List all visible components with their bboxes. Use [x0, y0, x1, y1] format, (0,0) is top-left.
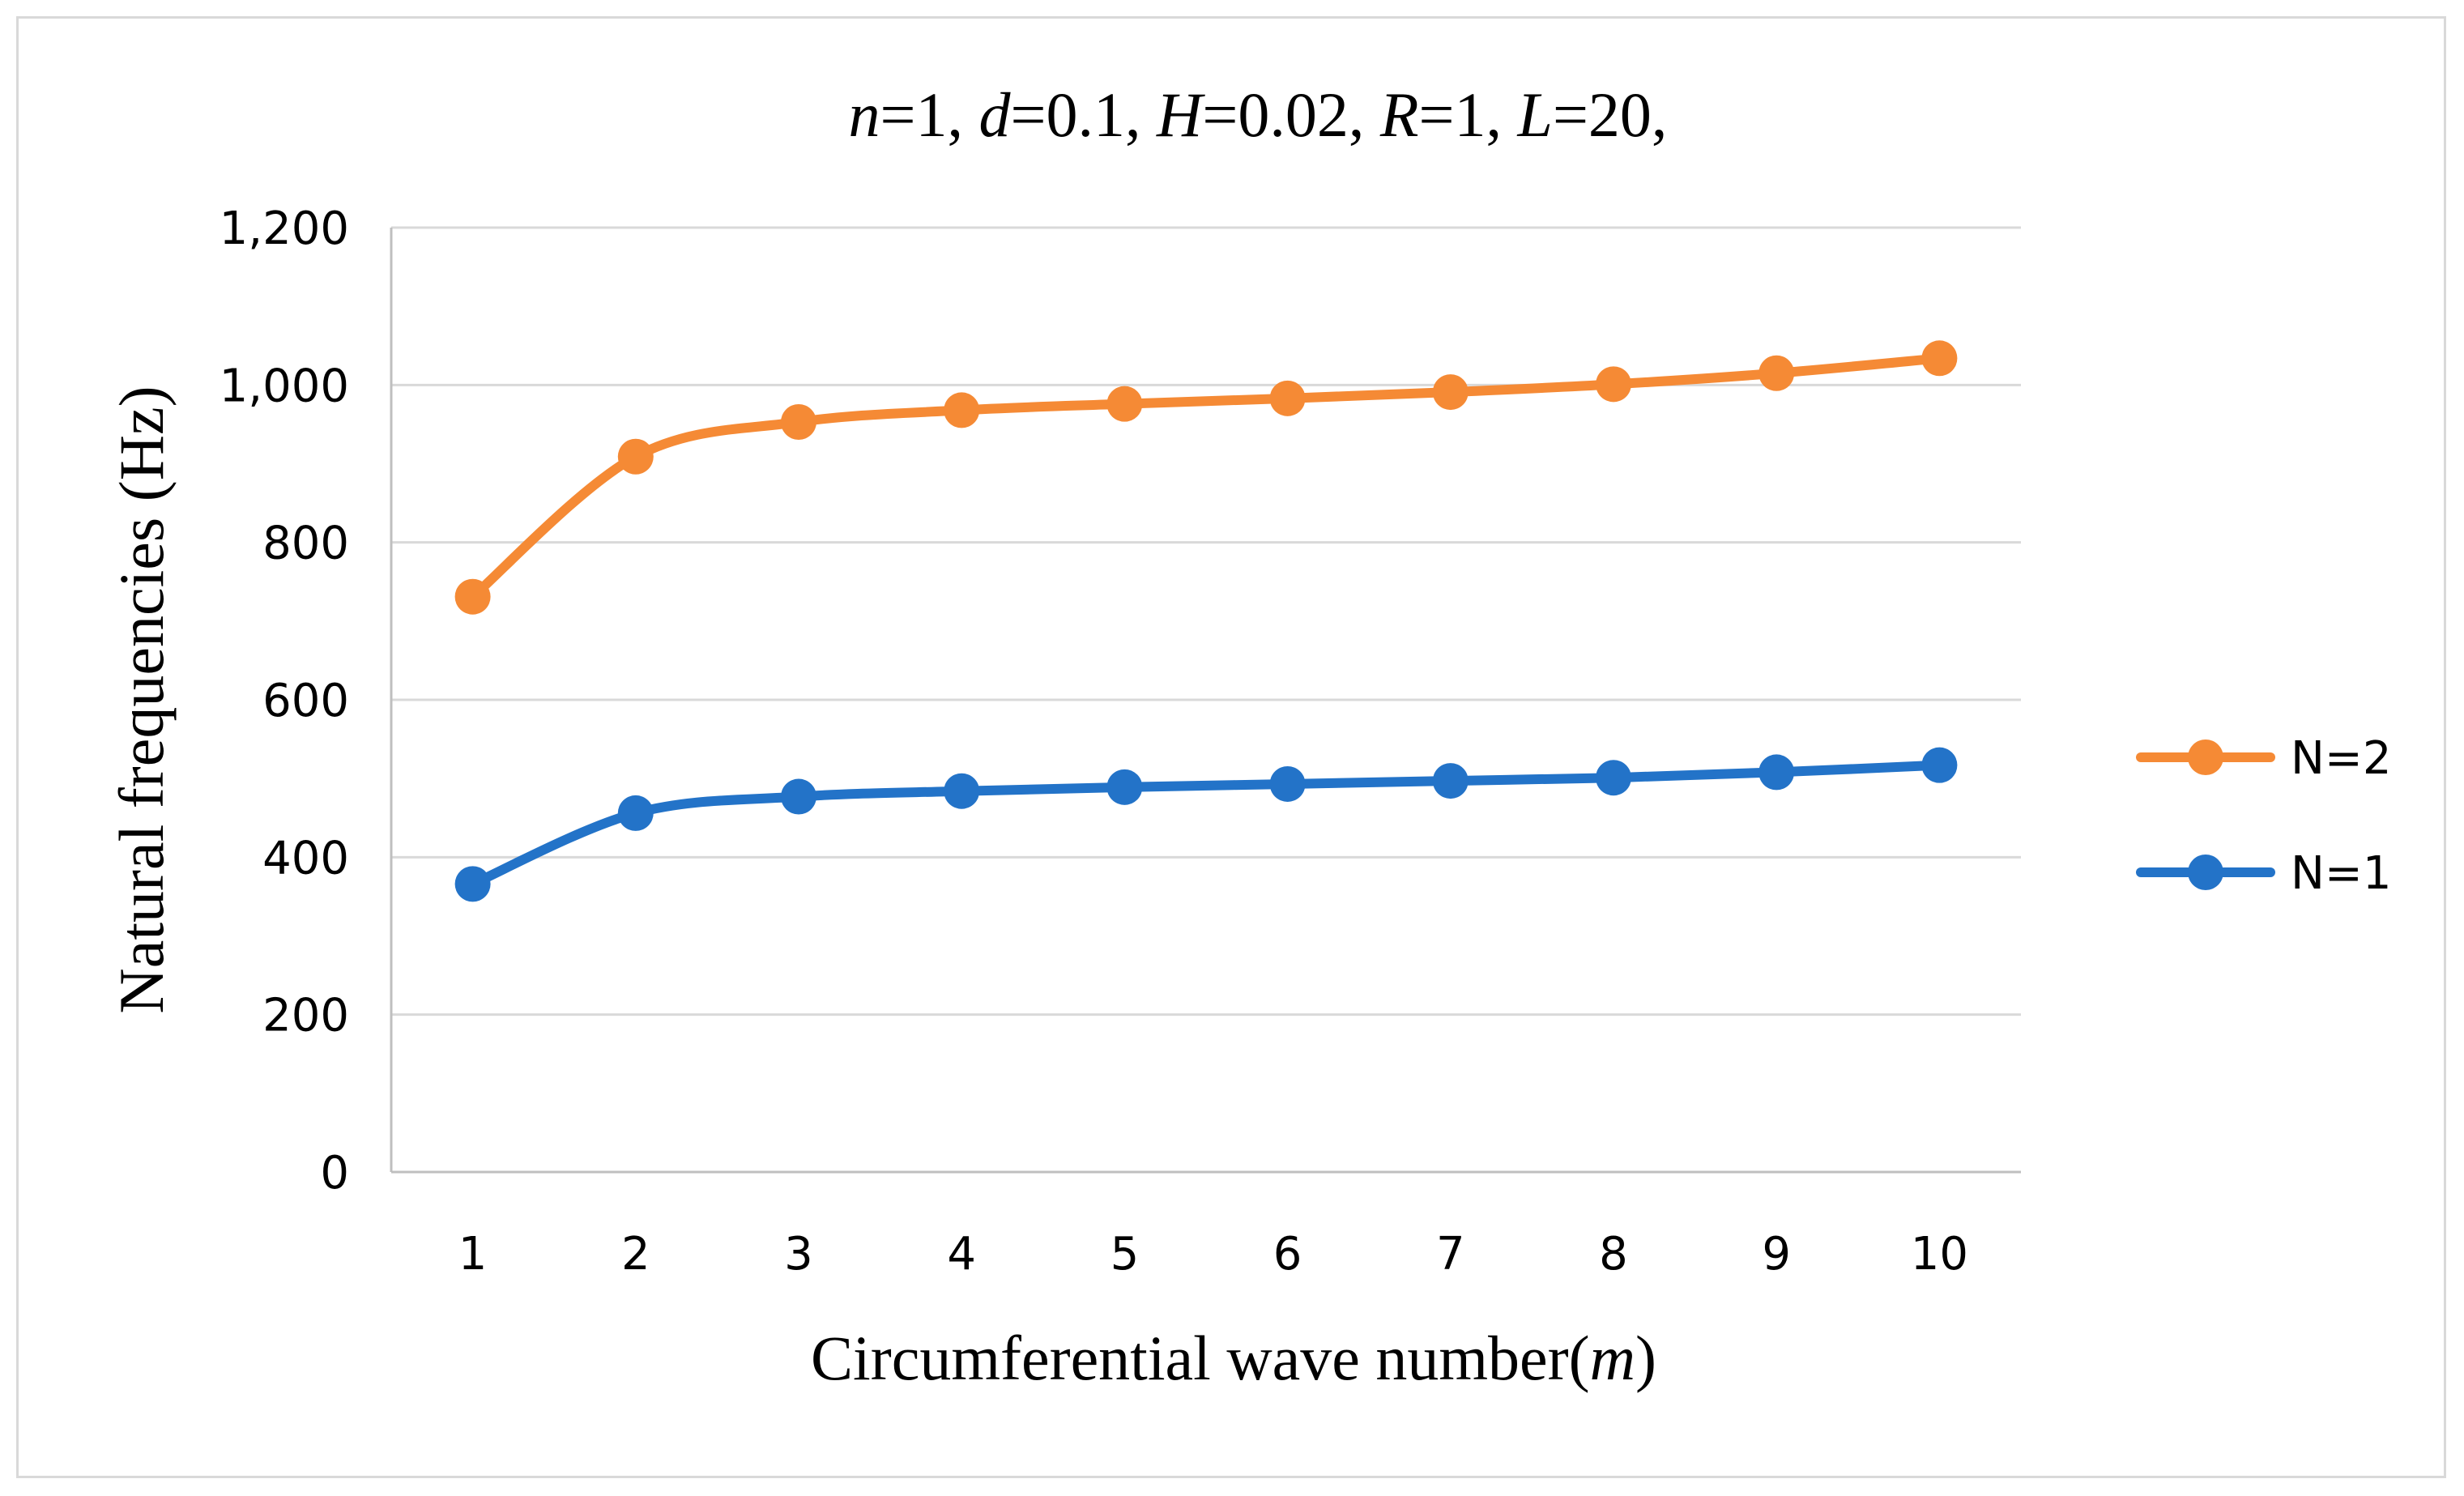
data-point: [1921, 340, 1958, 377]
data-point: [944, 773, 980, 809]
data-point: [781, 778, 816, 815]
data-point: [944, 392, 980, 428]
data-point: [1269, 380, 1306, 416]
x-tick-label: 9: [1762, 1228, 1791, 1281]
chart-title: n=1, d=0.1, H=0.02, R=1, L=20,: [849, 79, 1668, 150]
x-axis-label-part: m: [1590, 1323, 1635, 1393]
chart-title-part: =20,: [1553, 79, 1668, 150]
data-point: [781, 404, 816, 441]
chart-title-part: =0.1,: [1011, 79, 1157, 150]
x-tick-label: 8: [1599, 1228, 1628, 1281]
chart-title-part: =1,: [880, 79, 979, 150]
data-point: [1432, 763, 1469, 799]
data-point: [617, 795, 654, 831]
x-tick-label: 4: [947, 1228, 976, 1281]
data-point: [1596, 760, 1631, 796]
y-axis-label: Natural frequencies (Hz): [106, 386, 177, 1013]
data-point: [617, 438, 654, 475]
chart-frame: 0 200 400 600 800 1,000 1,200 1 2 3 4 5 6 7 8 9 10 n=1, d…: [16, 16, 2446, 1478]
chart-title-part: L: [1517, 79, 1553, 150]
x-tick-label: 3: [784, 1228, 813, 1281]
x-axis-label-part: ): [1635, 1323, 1656, 1393]
data-point: [1432, 374, 1469, 411]
x-tick-label: 2: [621, 1228, 650, 1281]
x-axis-label-part: Circumferential wave number(: [811, 1323, 1590, 1393]
legend-marker: [2188, 739, 2223, 775]
y-tick-label: 400: [262, 832, 349, 884]
y-tick-label: 1,000: [220, 360, 349, 412]
data-point: [454, 866, 491, 902]
chart-title-part: n: [849, 79, 880, 150]
legend-label: N=1: [2291, 847, 2391, 900]
chart-title-part: R: [1379, 79, 1419, 150]
y-tick-label: 0: [320, 1147, 349, 1200]
legend-marker: [2188, 855, 2223, 890]
x-tick-label: 6: [1273, 1228, 1302, 1281]
data-point: [1596, 366, 1631, 403]
data-point: [1758, 355, 1795, 391]
series-line-n1: [467, 760, 1945, 889]
chart-title-part: =1,: [1419, 79, 1518, 150]
legend-label: N=2: [2291, 732, 2391, 785]
chart-title-part: =0.02,: [1202, 79, 1380, 150]
x-tick-label: 7: [1436, 1228, 1465, 1281]
data-point: [1921, 747, 1958, 783]
y-tick-label: 600: [262, 675, 349, 727]
x-tick-label: 1: [458, 1228, 488, 1281]
series-line-n2: [467, 353, 1945, 602]
y-tick-label: 200: [262, 990, 349, 1042]
x-tick-label: 5: [1111, 1228, 1140, 1281]
y-tick-label: 1,200: [220, 202, 349, 255]
x-tick-label: 10: [1911, 1228, 1968, 1281]
y-tick-label: 800: [262, 518, 349, 570]
data-point: [1269, 765, 1306, 802]
chart-title-part: d: [979, 79, 1012, 150]
data-point: [454, 578, 491, 615]
x-axis-label: Circumferential wave number(m): [811, 1323, 1656, 1393]
data-point: [1106, 769, 1143, 805]
data-point: [1758, 754, 1795, 791]
data-point: [1106, 386, 1143, 422]
chart-title-part: H: [1156, 79, 1205, 150]
